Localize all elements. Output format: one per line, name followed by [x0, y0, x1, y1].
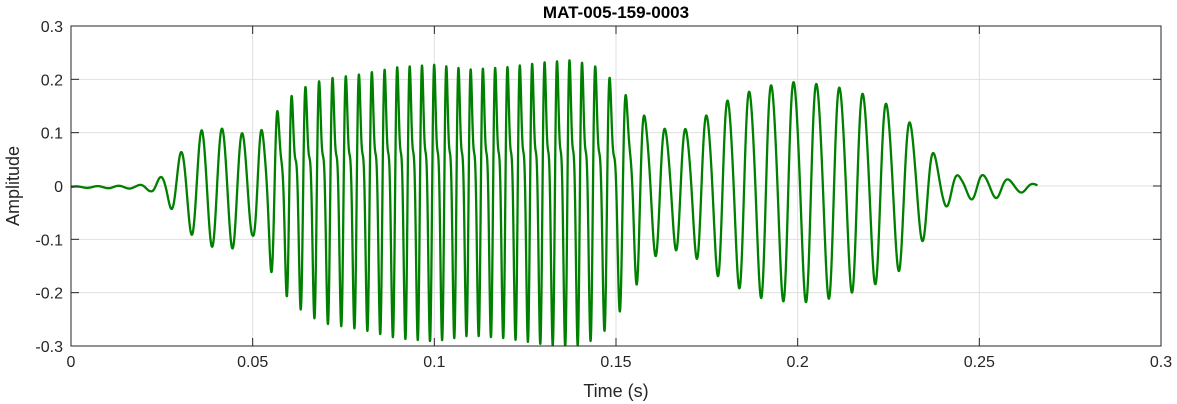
y-axis: -0.3 -0.2 -0.1 0 0.1 0.2 0.3: [35, 19, 1161, 356]
y-tick-label: 0.2: [41, 72, 63, 89]
x-tick-label: 0.3: [1150, 354, 1172, 371]
y-tick-label: 0.3: [41, 19, 63, 36]
x-tick-label: 0.25: [964, 354, 995, 371]
x-tick-label: 0.05: [237, 354, 268, 371]
y-axis-label: Amplitude: [3, 146, 23, 226]
chart-title: MAT-005-159-0003: [543, 3, 689, 22]
y-tick-label: 0.1: [41, 126, 63, 143]
x-tick-label: 0.2: [787, 354, 809, 371]
x-axis: 0 0.05 0.1 0.15 0.2 0.25 0.3: [67, 26, 1172, 371]
y-tick-label: -0.2: [35, 286, 63, 303]
x-tick-label: 0.15: [600, 354, 631, 371]
plot-clip-group: [71, 59, 1039, 346]
x-tick-label: 0.1: [423, 354, 445, 371]
x-tick-label: 0: [67, 354, 76, 371]
y-tick-label: -0.1: [35, 232, 63, 249]
x-axis-label: Time (s): [583, 381, 648, 401]
y-tick-label: 0: [54, 179, 63, 196]
series-line-amplitude: [71, 59, 1039, 346]
y-tick-label: -0.3: [35, 339, 63, 356]
